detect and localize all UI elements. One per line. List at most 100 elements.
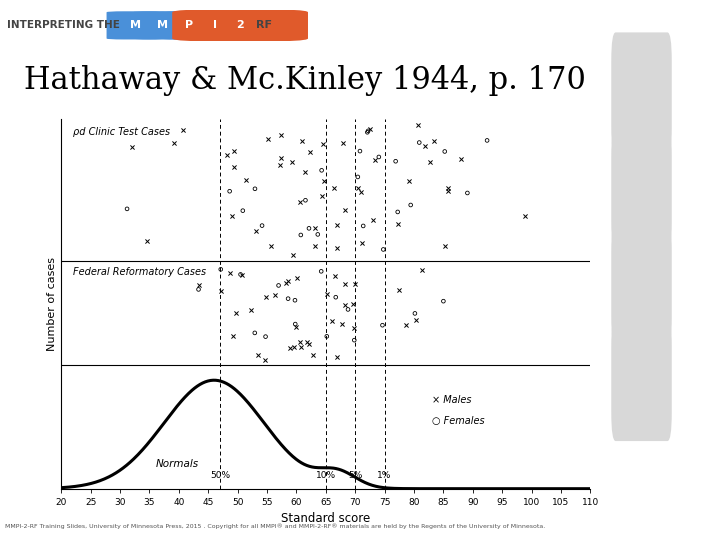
Point bbox=[373, 153, 384, 161]
Point bbox=[249, 328, 261, 337]
Point bbox=[309, 223, 320, 232]
Point bbox=[282, 276, 294, 285]
Point bbox=[342, 305, 354, 314]
Text: M: M bbox=[130, 20, 141, 30]
Point bbox=[245, 305, 256, 314]
Text: Hathaway & Mc.Kinley 1944, p. 170: Hathaway & Mc.Kinley 1944, p. 170 bbox=[24, 65, 586, 96]
Point bbox=[328, 184, 340, 193]
Text: IN: IN bbox=[674, 500, 683, 509]
Text: M: M bbox=[675, 491, 683, 500]
Text: SO: SO bbox=[672, 518, 685, 526]
Point bbox=[228, 332, 239, 341]
Point bbox=[286, 157, 297, 166]
FancyBboxPatch shape bbox=[611, 318, 672, 441]
Point bbox=[303, 224, 315, 233]
Point bbox=[289, 320, 301, 328]
Point bbox=[300, 167, 311, 176]
Point bbox=[357, 221, 369, 230]
Point bbox=[413, 138, 425, 147]
Text: ○ Females: ○ Females bbox=[432, 416, 485, 426]
Point bbox=[354, 147, 366, 156]
Point bbox=[377, 245, 389, 254]
Point bbox=[409, 309, 420, 318]
Point bbox=[419, 141, 431, 150]
Point bbox=[193, 285, 204, 294]
Point bbox=[301, 338, 312, 347]
Point bbox=[253, 350, 264, 359]
Text: NE: NE bbox=[672, 509, 685, 518]
Point bbox=[240, 176, 251, 184]
Point bbox=[425, 158, 436, 166]
Text: Normals: Normals bbox=[156, 459, 199, 469]
Point bbox=[339, 280, 351, 288]
Point bbox=[364, 125, 375, 133]
Point bbox=[224, 187, 235, 195]
Point bbox=[275, 153, 287, 162]
Text: MMPI-2-RF Training Slides, University of Minnesota Press, 2015 . Copyright for a: MMPI-2-RF Training Slides, University of… bbox=[5, 524, 546, 529]
Point bbox=[141, 237, 153, 245]
Point bbox=[228, 163, 240, 171]
Text: 2: 2 bbox=[236, 20, 244, 30]
Text: 5%: 5% bbox=[348, 471, 362, 480]
Point bbox=[353, 183, 364, 192]
Point bbox=[361, 128, 373, 137]
Text: I: I bbox=[213, 20, 217, 30]
FancyBboxPatch shape bbox=[172, 9, 308, 42]
Point bbox=[259, 356, 271, 364]
Point bbox=[305, 148, 316, 157]
Point bbox=[249, 185, 261, 193]
Point bbox=[237, 206, 248, 215]
Text: 50%: 50% bbox=[210, 471, 230, 480]
Point bbox=[316, 166, 328, 174]
Point bbox=[274, 160, 285, 169]
Point bbox=[356, 239, 367, 247]
Point bbox=[266, 241, 277, 250]
Point bbox=[316, 192, 328, 201]
Point bbox=[225, 269, 236, 278]
Text: INTERPRETING THE: INTERPRETING THE bbox=[7, 21, 120, 30]
Point bbox=[221, 150, 233, 159]
Point bbox=[215, 265, 227, 274]
Point bbox=[121, 205, 132, 213]
Point bbox=[443, 184, 454, 193]
Point bbox=[280, 279, 292, 287]
Point bbox=[296, 137, 307, 145]
Point bbox=[227, 211, 238, 220]
Point bbox=[348, 300, 359, 309]
Point bbox=[348, 336, 360, 345]
FancyBboxPatch shape bbox=[611, 127, 672, 251]
Text: 10%: 10% bbox=[316, 471, 336, 480]
Point bbox=[330, 293, 341, 301]
Point bbox=[284, 344, 296, 353]
Point bbox=[312, 230, 323, 239]
Point bbox=[439, 242, 451, 251]
Point bbox=[300, 196, 311, 205]
FancyBboxPatch shape bbox=[186, 11, 245, 39]
Point bbox=[228, 147, 240, 156]
Text: × Males: × Males bbox=[432, 395, 471, 405]
Point bbox=[295, 231, 307, 239]
Point bbox=[177, 125, 189, 134]
Point bbox=[337, 138, 348, 147]
Point bbox=[310, 241, 321, 250]
Point bbox=[352, 173, 364, 181]
Point bbox=[428, 137, 440, 145]
Point bbox=[215, 287, 227, 295]
Point bbox=[294, 198, 306, 206]
Point bbox=[260, 332, 271, 341]
Point bbox=[317, 140, 328, 149]
Point bbox=[296, 342, 307, 351]
Point bbox=[235, 270, 246, 279]
Point bbox=[230, 309, 242, 318]
Point bbox=[315, 267, 327, 275]
Point bbox=[294, 338, 305, 346]
Point bbox=[331, 221, 343, 230]
Point bbox=[442, 186, 454, 195]
Text: ρd Clinic Test Cases: ρd Clinic Test Cases bbox=[73, 127, 170, 138]
Point bbox=[519, 211, 531, 220]
Point bbox=[438, 297, 449, 306]
Point bbox=[326, 317, 338, 326]
Point bbox=[349, 280, 361, 288]
Point bbox=[262, 135, 274, 144]
Point bbox=[417, 266, 428, 274]
